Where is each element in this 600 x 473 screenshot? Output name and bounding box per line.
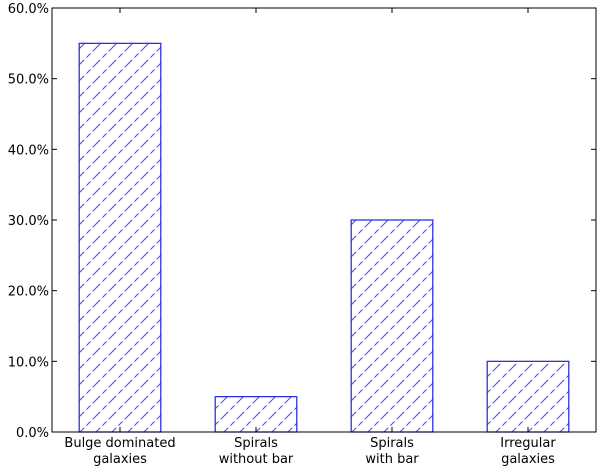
bar-0 — [78, 42, 162, 433]
y-tick-label: 60.0% — [8, 2, 49, 17]
y-tick-label: 40.0% — [8, 143, 49, 158]
y-tick-label: 20.0% — [8, 285, 49, 300]
y-tick-label: 50.0% — [8, 73, 49, 88]
y-axis-ticks: 0.0% 10.0% 20.0% 30.0% 40.0% 50.0% 60.0% — [8, 2, 596, 441]
x-tick-label: Bulge dominated galaxies — [64, 436, 175, 467]
bar-3 — [486, 360, 570, 433]
bar-2 — [350, 219, 434, 433]
bars-group — [78, 42, 570, 433]
x-tick-label: Spirals with bar — [365, 436, 419, 467]
x-tick-label: Spirals without bar — [219, 436, 294, 467]
x-axis-ticks: Bulge dominated galaxies Spirals without ba… — [64, 8, 556, 467]
bar-1 — [214, 396, 298, 433]
x-tick-label: Irregular galaxies — [500, 436, 556, 467]
y-tick-label: 30.0% — [8, 214, 49, 229]
y-tick-label: 0.0% — [16, 426, 49, 441]
y-tick-label: 10.0% — [8, 355, 49, 370]
